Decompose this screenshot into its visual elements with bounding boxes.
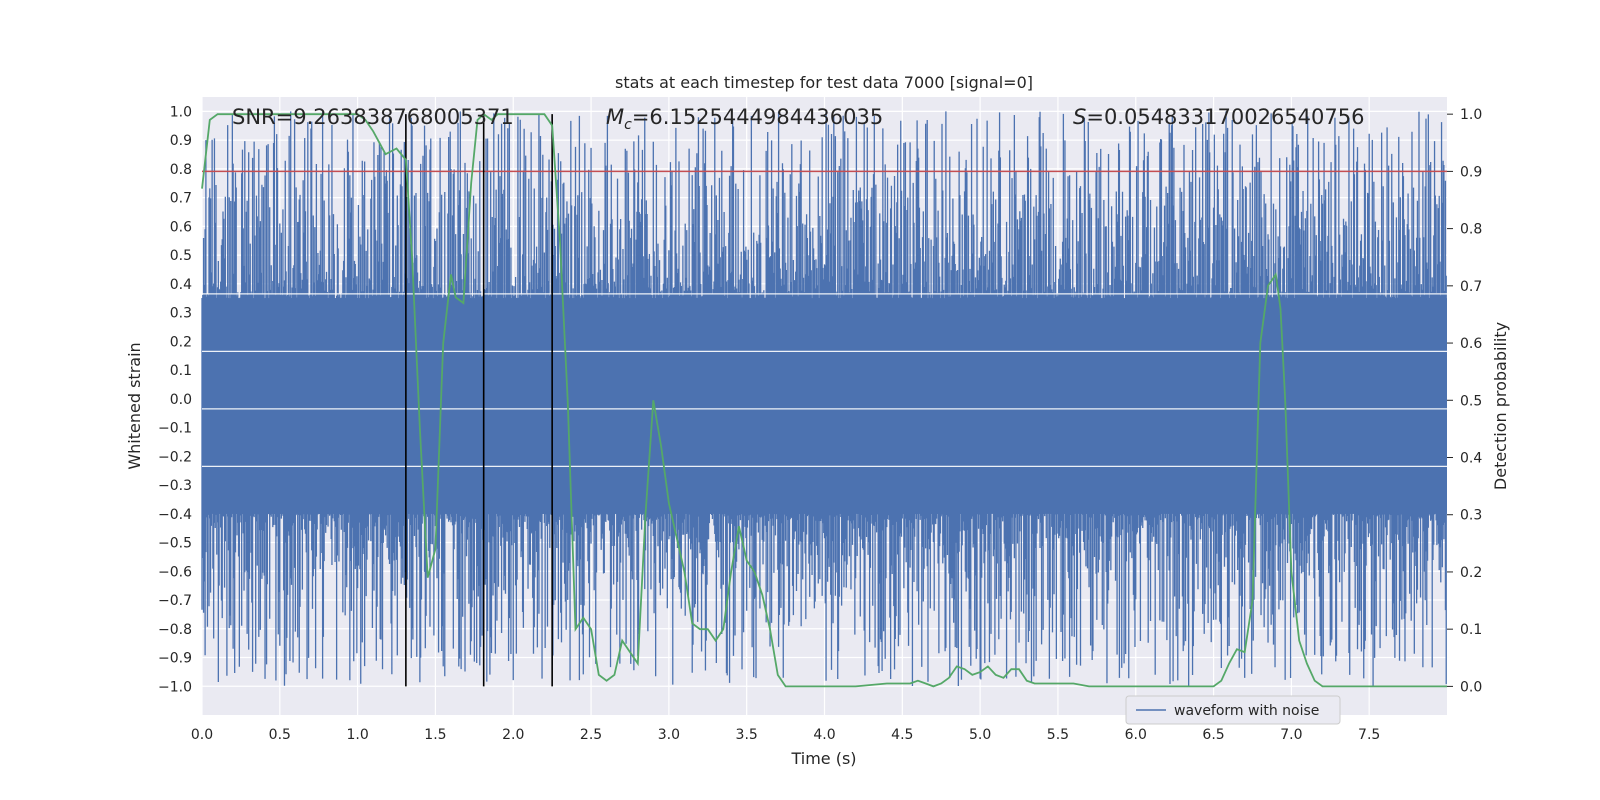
x-tick-label: 1.5: [424, 727, 446, 743]
y2-tick-labels: 1.0 0.9 0.8 0.7 0.6 0.5 0.4 0.3 0.2 0.1 0.0: [1447, 107, 1482, 695]
x-tick-label: 6.5: [1202, 727, 1224, 743]
y-tick-label: 0.7: [170, 191, 192, 207]
vertical-markers: [405, 114, 553, 687]
legend-label: waveform with noise: [1174, 703, 1319, 719]
y-tick-label: −0.2: [158, 449, 192, 465]
y-tick-label: −0.3: [158, 478, 192, 494]
y2-tick-label: 0.8: [1460, 222, 1482, 238]
y-tick-label: 0.9: [170, 133, 192, 149]
y-tick-label: 0.8: [170, 162, 192, 178]
legend-box: [1125, 695, 1341, 725]
probability-series: [201, 113, 1447, 688]
x-tick-label: 6.0: [1125, 727, 1147, 743]
s-symbol: S: [1073, 105, 1086, 129]
x-axis-label: Time (s): [790, 749, 856, 768]
y2-tick-label: 0.0: [1460, 679, 1482, 695]
x-tick-label: 2.5: [580, 727, 602, 743]
x-tick-label: 3.5: [736, 727, 758, 743]
y2-axis-label: Detection probability: [1491, 322, 1510, 490]
y-tick-labels: 1.0 0.9 0.8 0.7 0.6 0.5 0.4 0.3 0.2 0.1 0.0 −0.1 −0.…: [158, 104, 192, 695]
y2-tick-label: 0.6: [1460, 336, 1482, 352]
y2-tick-label: 1.0: [1460, 107, 1482, 123]
chirp-mass-annotation: Mc=6.1525444984436035: [606, 105, 883, 133]
x-tick-label: 5.0: [969, 727, 991, 743]
y2-tick-label: 0.9: [1460, 164, 1482, 180]
chart-title: stats at each timestep for test data 700…: [615, 73, 1033, 92]
y2-tick-label: 0.5: [1460, 393, 1482, 409]
y-tick-label: 0.6: [170, 219, 192, 235]
y-tick-label: 0.1: [170, 363, 192, 379]
s-annotation: S=0.054833170026540756: [1073, 105, 1364, 129]
y2-tick-label: 0.1: [1460, 622, 1482, 638]
y-tick-label: −0.8: [158, 622, 192, 638]
chirp-mass-subscript: c: [624, 117, 632, 133]
y-tick-label: 1.0: [170, 104, 192, 120]
x-tick-label: 2.0: [502, 727, 524, 743]
y2-tick-label: 0.7: [1460, 279, 1482, 295]
x-tick-label: 3.0: [658, 727, 680, 743]
y2-tick-label: 0.2: [1460, 565, 1482, 581]
x-tick-labels: 0.0 0.5 1.0 1.5 2.0 2.5 3.0 3.5 4.0 4.5 5.0 5.5 6.0 6…: [191, 727, 1380, 743]
y-tick-label: 0.4: [170, 277, 192, 293]
chirp-mass-symbol: M: [606, 105, 624, 129]
x-tick-label: 0.5: [269, 727, 291, 743]
y-tick-label: 0.5: [170, 248, 192, 264]
snr-annotation: SNR=9.263838768005371: [232, 105, 514, 129]
y-tick-label: 0.3: [170, 306, 192, 322]
x-tick-label: 4.5: [891, 727, 913, 743]
y2-tick-label: 0.3: [1460, 508, 1482, 524]
y2-tick-label: 0.4: [1460, 451, 1482, 467]
y-tick-label: −0.6: [158, 564, 192, 580]
x-tick-label: 7.5: [1358, 727, 1380, 743]
probability-line: [201, 113, 1447, 688]
y-axis-label: Whitened strain: [125, 342, 144, 469]
x-tick-label: 0.0: [191, 727, 213, 743]
chirp-mass-value: =6.1525444984436035: [632, 105, 883, 129]
y-tick-label: −0.1: [158, 421, 192, 437]
y-tick-label: −1.0: [158, 679, 192, 695]
x-tick-label: 5.5: [1047, 727, 1069, 743]
waveform-series: [201, 111, 1447, 687]
y-tick-label: 0.0: [170, 392, 192, 408]
y-tick-label: −0.7: [158, 593, 192, 609]
y-tick-label: −0.9: [158, 651, 192, 667]
y-tick-label: −0.4: [158, 507, 192, 523]
legend: waveform with noise: [1125, 695, 1341, 725]
x-tick-label: 7.0: [1280, 727, 1302, 743]
x-tick-label: 4.0: [813, 727, 835, 743]
y-tick-label: 0.2: [170, 334, 192, 350]
y-tick-label: −0.5: [158, 536, 192, 552]
x-tick-label: 1.0: [346, 727, 368, 743]
s-value: =0.054833170026540756: [1086, 105, 1364, 129]
